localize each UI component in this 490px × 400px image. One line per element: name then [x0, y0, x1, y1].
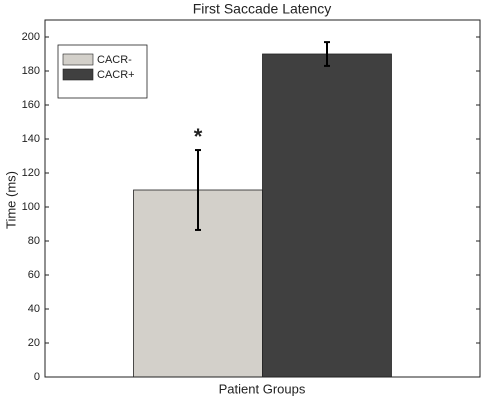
y-axis-label: Time (ms): [3, 171, 18, 229]
y-tick-label: 40: [28, 303, 40, 315]
y-tick-label: 100: [22, 201, 40, 213]
error-bar: [195, 149, 202, 231]
legend-label: CACR+: [97, 69, 135, 81]
y-tick-label: 80: [28, 235, 40, 247]
x-axis-label: Patient Groups: [219, 381, 306, 396]
error-bar: [323, 41, 330, 67]
y-tick-label: 160: [22, 99, 40, 111]
significance-marker: *: [194, 124, 203, 149]
legend-swatch: [62, 68, 94, 81]
plot-frame: [44, 19, 481, 378]
legend-swatch: [62, 53, 94, 66]
y-tick-label: 200: [22, 31, 40, 43]
y-tick-label: 140: [22, 133, 40, 145]
y-tick-label: 20: [28, 337, 40, 349]
y-tick-label: 60: [28, 269, 40, 281]
legend-label: CACR-: [97, 54, 132, 66]
chart-title: First Saccade Latency: [193, 1, 332, 17]
bar: [262, 53, 392, 378]
y-tick-label: 180: [22, 65, 40, 77]
y-tick-label: 120: [22, 167, 40, 179]
y-tick-label: 0: [34, 371, 40, 383]
